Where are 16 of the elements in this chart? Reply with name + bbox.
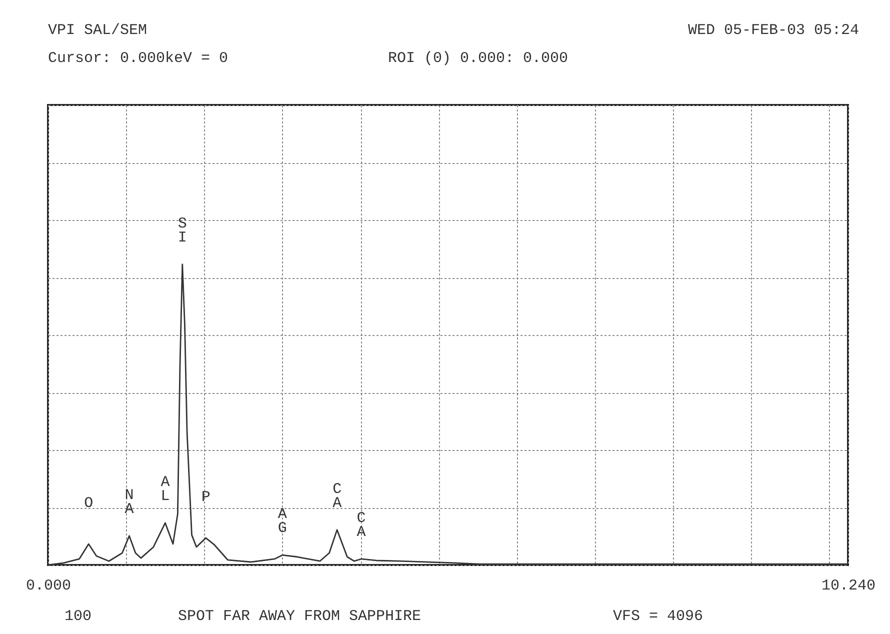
text: ROI (0) 0.000: 0.000: [388, 50, 568, 67]
annotation: SI: [178, 215, 187, 246]
annotation: O: [84, 494, 94, 512]
annotation: CA: [332, 480, 342, 512]
annotation: AL: [160, 474, 170, 505]
text: 100: [64, 608, 92, 625]
text: SPOT FAR AWAY FROM SAPPHIRE: [178, 608, 422, 625]
x-tick-label: 10.240: [821, 578, 876, 594]
text: Cursor: 0.000keV = 0: [48, 50, 228, 67]
x-tick-label: 0.000: [26, 578, 72, 594]
text: VFS = 4096: [613, 608, 704, 625]
annotation: CA: [356, 510, 366, 541]
annotation: P: [201, 488, 210, 506]
annotation: AG: [278, 506, 287, 538]
text: WED 05-FEB-03 05:24: [688, 22, 860, 39]
chart-title: VPI SAL/SEM: [48, 22, 148, 39]
